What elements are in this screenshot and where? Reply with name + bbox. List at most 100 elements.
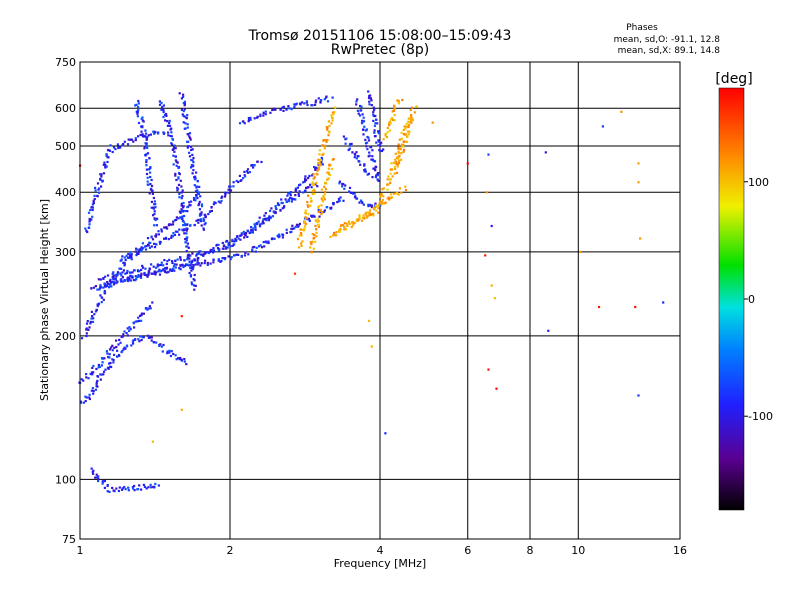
data-point <box>376 122 379 125</box>
data-point <box>299 232 303 235</box>
data-point <box>357 219 360 222</box>
data-point <box>386 183 389 186</box>
data-point <box>391 117 394 120</box>
data-point <box>170 236 173 239</box>
data-point <box>116 280 119 283</box>
data-point <box>180 217 183 220</box>
data-point <box>167 131 170 134</box>
data-point <box>145 138 148 141</box>
data-point <box>189 266 192 269</box>
data-point <box>547 329 550 332</box>
data-point <box>102 163 105 166</box>
data-point <box>374 122 377 125</box>
data-point <box>274 207 277 210</box>
data-point <box>145 144 148 147</box>
data-point <box>148 157 151 160</box>
data-point <box>380 149 384 153</box>
data-point <box>346 224 349 228</box>
data-point <box>304 178 307 181</box>
data-point <box>169 268 172 271</box>
data-point <box>393 172 396 175</box>
data-point <box>378 140 381 143</box>
data-point <box>82 401 85 404</box>
data-point <box>137 488 140 491</box>
data-point <box>119 341 122 344</box>
data-point <box>190 262 193 266</box>
data-point <box>356 109 359 112</box>
data-point <box>370 104 373 107</box>
data-point <box>179 268 182 271</box>
data-point <box>348 143 352 146</box>
data-point <box>198 250 201 253</box>
data-point <box>304 175 307 178</box>
data-point <box>366 148 369 151</box>
data-point <box>336 201 339 204</box>
data-point <box>170 269 174 272</box>
data-point <box>151 192 154 195</box>
data-point <box>138 319 141 322</box>
data-point <box>98 187 101 190</box>
data-point <box>189 275 192 278</box>
data-point <box>358 214 361 217</box>
data-point <box>180 202 183 205</box>
data-point <box>367 136 370 139</box>
data-point <box>290 200 293 203</box>
data-point <box>181 189 184 192</box>
data-point <box>193 284 196 287</box>
data-point <box>408 130 411 133</box>
data-point <box>350 142 353 145</box>
data-point <box>352 221 355 224</box>
data-point <box>154 203 157 206</box>
data-point <box>251 164 254 167</box>
data-point <box>345 222 349 225</box>
x-tick-label: 1 <box>77 544 84 557</box>
data-point <box>107 148 110 152</box>
data-point <box>291 198 294 201</box>
data-point <box>162 108 165 112</box>
data-point <box>394 152 397 155</box>
data-point <box>137 105 140 108</box>
data-point <box>326 171 329 174</box>
data-point <box>293 272 297 275</box>
data-point <box>184 238 187 241</box>
data-point <box>192 264 195 267</box>
data-point <box>196 192 199 195</box>
data-point <box>255 246 258 249</box>
data-point <box>104 368 107 371</box>
data-point <box>99 373 102 376</box>
data-point <box>330 167 334 171</box>
data-point <box>198 200 201 203</box>
data-point <box>240 254 243 257</box>
data-point <box>150 263 153 266</box>
chart-title: Tromsø 20151106 15:08:00–15:09:43 <box>248 28 512 44</box>
data-point <box>213 201 216 204</box>
data-point <box>375 174 378 177</box>
data-point <box>162 110 165 114</box>
data-point <box>343 225 346 228</box>
data-point <box>311 240 314 243</box>
data-point <box>134 104 137 107</box>
data-point <box>117 343 120 346</box>
data-point <box>358 217 361 220</box>
data-point <box>380 202 383 205</box>
data-point <box>282 109 285 112</box>
data-point <box>111 358 114 361</box>
data-point <box>194 190 198 193</box>
data-point <box>95 476 99 479</box>
data-point <box>175 178 178 182</box>
data-point <box>178 196 181 199</box>
data-point <box>172 267 175 270</box>
data-point <box>202 228 205 231</box>
data-point <box>218 249 221 252</box>
data-point <box>359 199 363 202</box>
data-point <box>334 234 338 237</box>
data-point <box>85 322 89 325</box>
data-point <box>110 346 113 349</box>
data-point <box>368 154 371 157</box>
data-point <box>227 191 230 194</box>
data-point <box>88 220 91 223</box>
data-point <box>154 482 157 485</box>
data-point <box>158 344 161 347</box>
